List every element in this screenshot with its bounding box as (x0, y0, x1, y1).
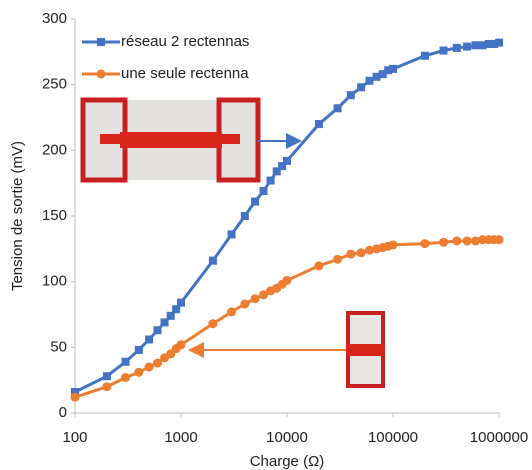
legend-marker (96, 69, 106, 79)
data-point (251, 197, 260, 206)
data-point (166, 311, 175, 320)
data-point (356, 248, 366, 258)
data-point (420, 51, 429, 60)
data-point (490, 39, 499, 48)
data-point (484, 39, 493, 48)
data-point (365, 76, 374, 85)
data-point (333, 254, 343, 264)
data-point (494, 235, 504, 245)
data-point (439, 237, 449, 247)
data-point (364, 245, 374, 255)
inset-photo-single (346, 311, 385, 388)
data-point (259, 187, 268, 196)
data-point (240, 212, 249, 220)
data-point (462, 236, 472, 246)
data-point (102, 372, 111, 381)
data-point (208, 256, 217, 265)
legend-label: réseau 2 rectennas (121, 33, 249, 50)
data-point (471, 41, 480, 50)
x-tick-label: 100 (62, 429, 87, 446)
data-point (121, 373, 131, 383)
data-point (463, 42, 472, 51)
x-tick-label: 100000 (368, 429, 418, 446)
y-tick-label: 0 (59, 404, 67, 421)
data-point (160, 318, 169, 327)
data-point (495, 38, 503, 47)
data-point (153, 326, 162, 335)
x-tick-label: 10000 (266, 429, 308, 446)
data-point (145, 335, 154, 344)
data-point (250, 294, 260, 304)
data-point (346, 91, 355, 100)
series-line (74, 41, 500, 394)
data-point (478, 41, 487, 50)
data-point (388, 240, 398, 250)
y-tick-label: 50 (50, 338, 67, 355)
data-point (152, 358, 162, 368)
data-point (333, 104, 342, 113)
data-point (227, 307, 237, 317)
inset-photo-array (80, 97, 261, 183)
data-point (272, 167, 281, 176)
data-point (372, 72, 381, 81)
data-point (177, 298, 185, 307)
data-point (172, 305, 181, 314)
data-point (278, 162, 287, 171)
data-point (208, 319, 218, 329)
data-point (470, 236, 480, 246)
data-point (121, 357, 130, 366)
data-point (346, 249, 356, 259)
data-point (134, 345, 143, 354)
data-point (439, 46, 448, 55)
data-point (378, 70, 387, 79)
data-point (70, 392, 80, 402)
data-point (314, 261, 324, 271)
data-point (478, 235, 488, 245)
data-point (452, 236, 462, 246)
data-point (227, 230, 236, 239)
data-point (314, 120, 323, 129)
data-point (357, 83, 366, 92)
x-tick-label: 1000 (164, 429, 197, 446)
data-point (384, 66, 393, 75)
y-axis-title: Tension de sortie (mV) (9, 141, 26, 291)
data-point (134, 367, 144, 377)
y-tick-label: 200 (42, 141, 67, 158)
y-tick-label: 250 (42, 76, 67, 93)
data-point (176, 340, 186, 350)
legend-marker (97, 38, 105, 46)
data-point (144, 362, 154, 372)
data-point (283, 156, 291, 165)
data-point (240, 299, 250, 309)
data-point (102, 382, 112, 392)
data-point (71, 387, 79, 396)
data-point (266, 176, 275, 185)
x-tick-label: 1000000 (470, 429, 528, 446)
x-axis-title: Charge (Ω) (250, 453, 325, 470)
data-point (452, 43, 461, 52)
legend-label: une seule rectenna (121, 65, 249, 82)
data-point (282, 275, 292, 285)
data-point (420, 239, 430, 249)
data-point (389, 64, 397, 73)
y-tick-label: 100 (42, 273, 67, 290)
y-tick-label: 300 (42, 10, 67, 27)
data-point (258, 290, 268, 300)
y-tick-label: 150 (42, 207, 67, 224)
